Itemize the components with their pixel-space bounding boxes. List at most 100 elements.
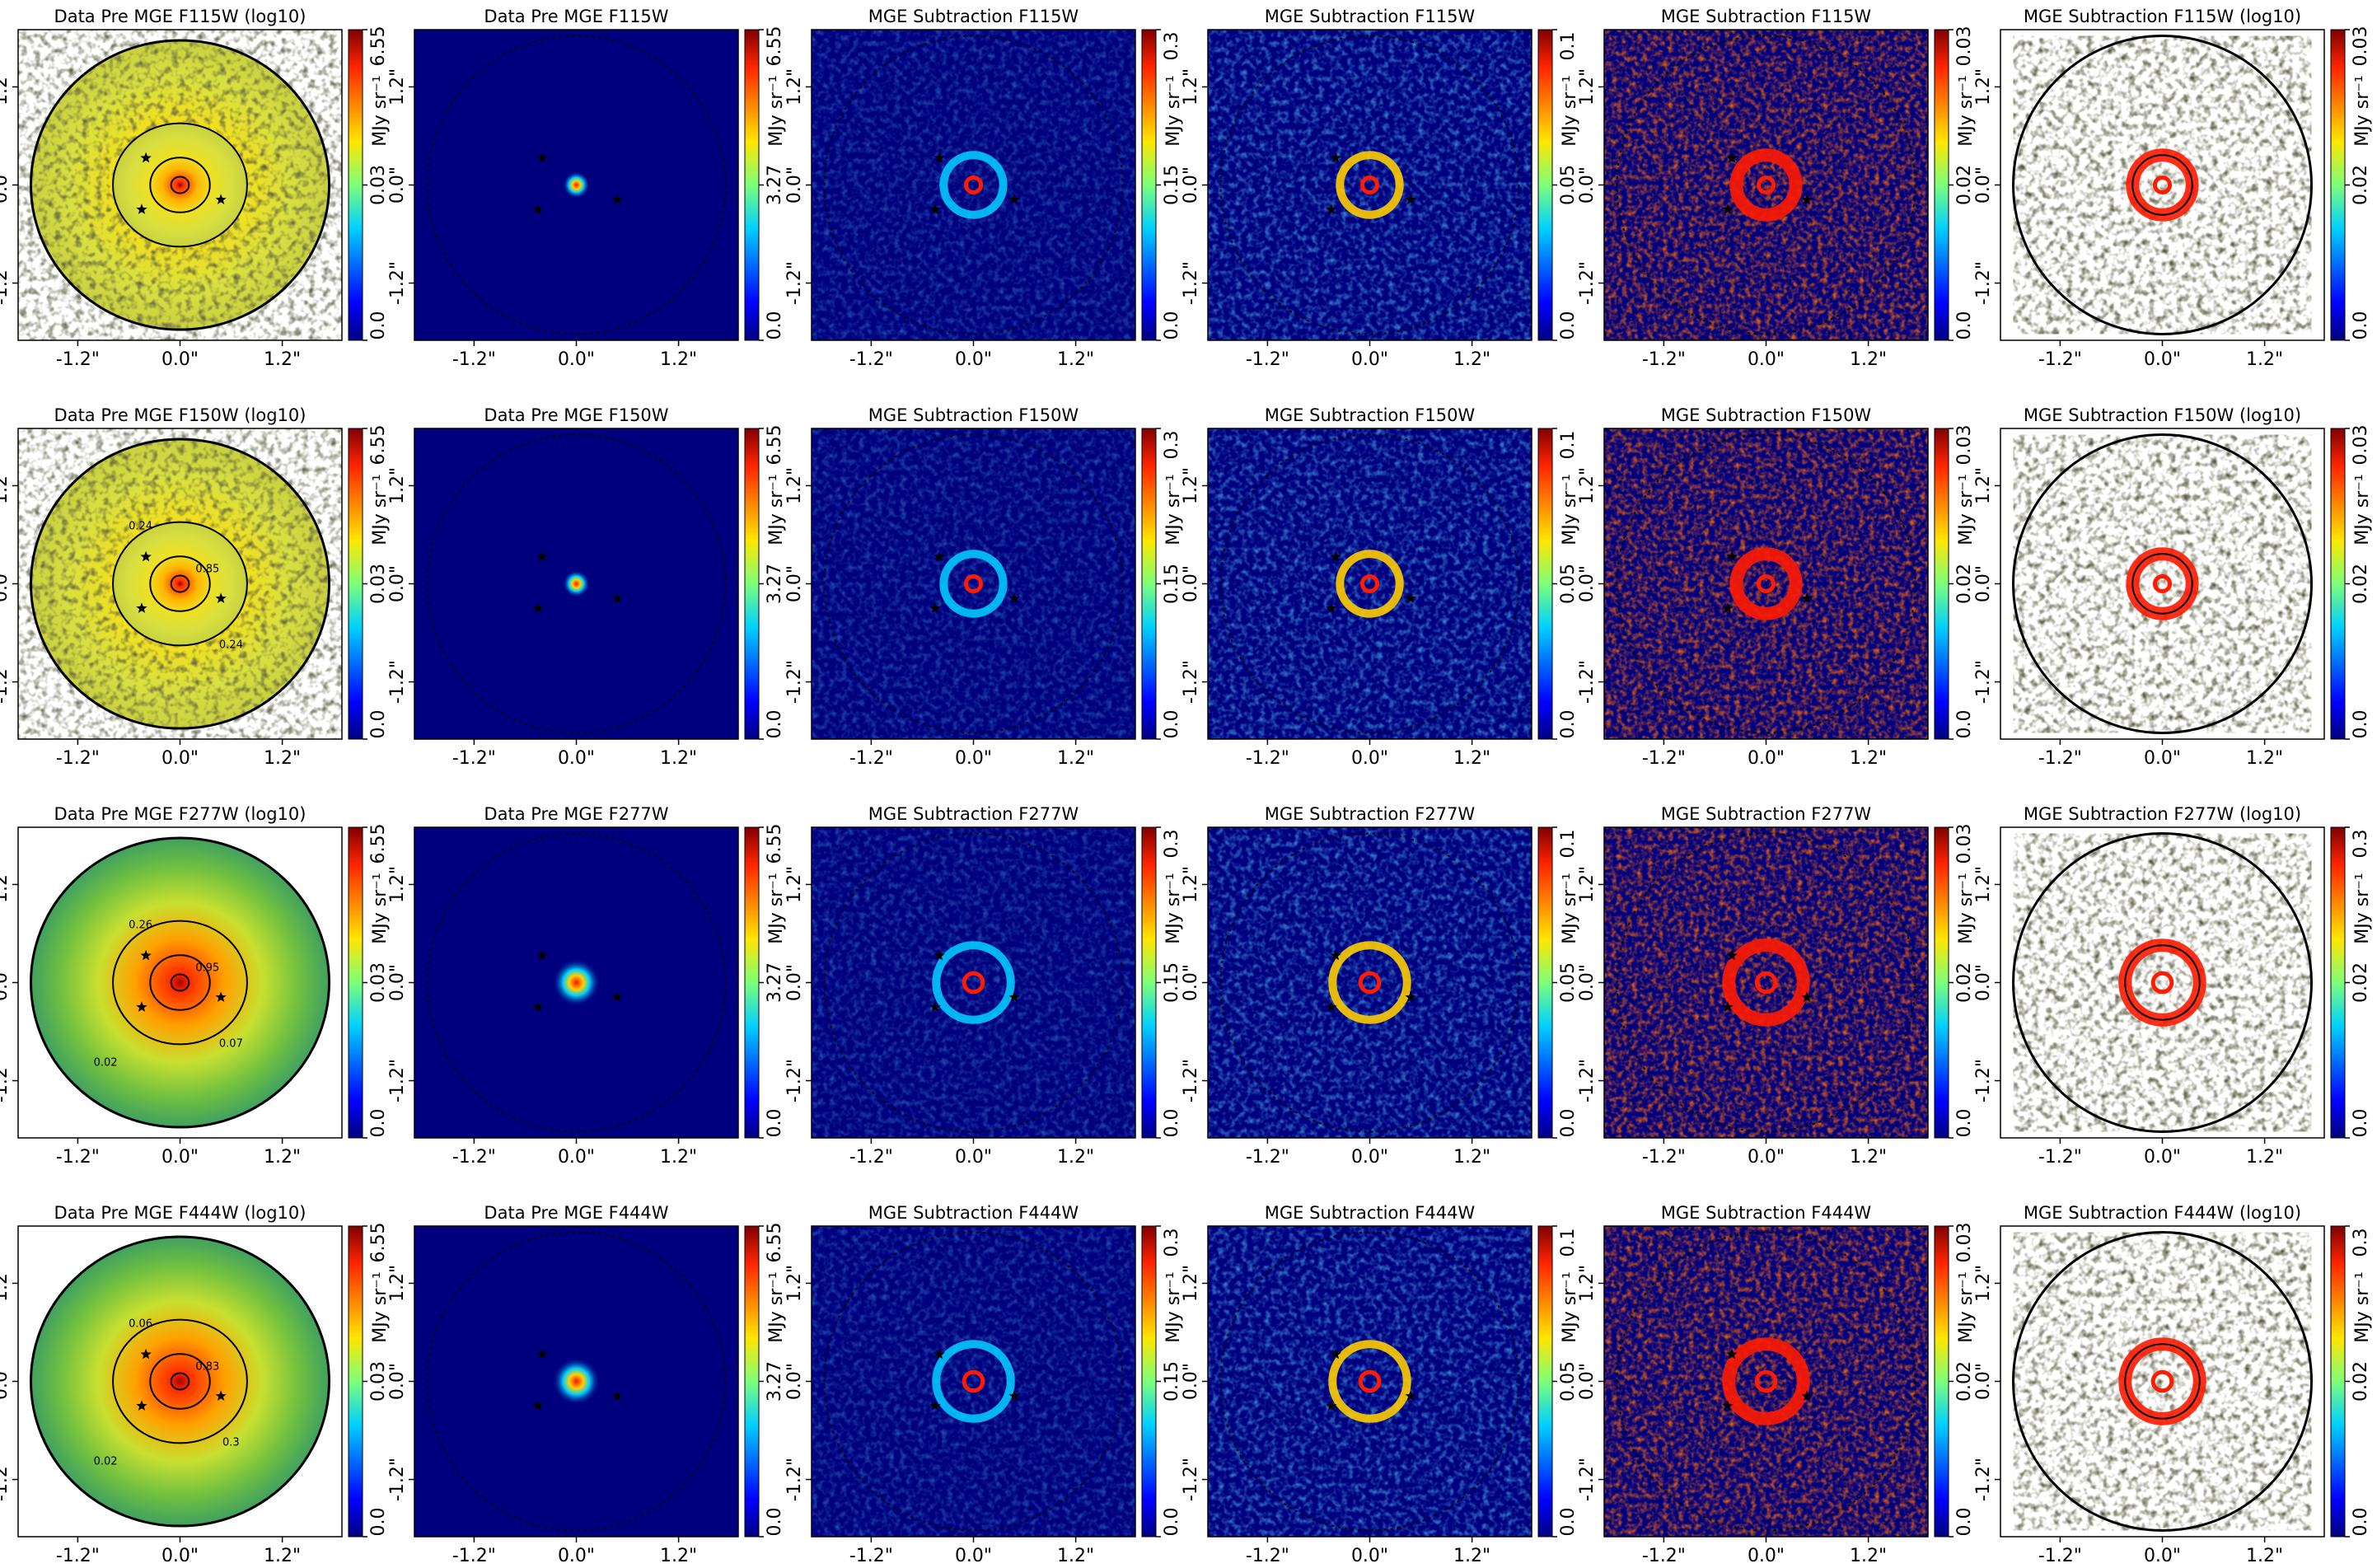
colorbar-tick-label: 0.3 xyxy=(1162,830,1182,859)
panel-f277w-5: MGE Subtraction F277W -1.2" 0.0" 1.2" 1.2" 0.… xyxy=(1577,804,1977,1168)
y-tick-label: 1.2" xyxy=(1577,68,1598,105)
colorbar: 0.0 0.02 0.03 MJy sr⁻¹ xyxy=(1934,26,1977,341)
x-tick-label: -1.2" xyxy=(56,349,100,370)
star-marker xyxy=(1326,1400,1337,1411)
colorbar-tick-label: 0.0 xyxy=(2351,1508,2371,1537)
x-tick-label: -1.2" xyxy=(849,1546,893,1566)
colorbar-tick-label: 0.0 xyxy=(1162,1508,1182,1537)
colorbar-tick-label: 0.1 xyxy=(1558,32,1579,61)
y-tick-label: -1.2" xyxy=(1577,1059,1598,1102)
star-marker xyxy=(933,949,945,961)
colorbar: 0.0 0.02 0.3 MJy sr⁻¹ xyxy=(2330,1225,2373,1538)
panel-title: Data Pre MGE F115W xyxy=(484,7,668,26)
contour-label: 0.07 xyxy=(219,1037,243,1050)
y-tick-label: 0.0" xyxy=(1577,964,1598,1001)
colorbar-tick-label: 0.0 xyxy=(368,1508,389,1537)
colorbar-tick-label: 0.05 xyxy=(1558,962,1579,1003)
y-tick-label: -1.2" xyxy=(0,261,12,305)
colorbar-tick-label: 0.0 xyxy=(1162,311,1182,340)
y-tick-label: 0.0" xyxy=(387,964,408,1001)
colorbar: 0.0 0.03 6.55 MJy sr⁻¹ xyxy=(348,824,391,1139)
x-tick-label: -1.2" xyxy=(1246,748,1289,769)
colorbar-tick-label: 0.15 xyxy=(1162,1361,1182,1402)
y-tick-label: -1.2" xyxy=(1181,1059,1201,1102)
colorbar-tick-label: 0.0 xyxy=(2351,311,2371,340)
y-tick-label: -1.2" xyxy=(1181,660,1201,704)
image-area xyxy=(414,827,738,1138)
star-marker xyxy=(933,550,945,562)
x-tick-label: 0.0" xyxy=(955,349,992,370)
x-tick-label: 1.2" xyxy=(1057,1147,1094,1168)
colorbar-tick-label: 0.0 xyxy=(1162,1109,1182,1138)
y-tick-label: -1.2" xyxy=(1973,261,1994,305)
star-marker xyxy=(1330,550,1341,562)
colorbar: 0.0 0.03 6.55 MJy sr⁻¹ xyxy=(348,26,391,341)
colorbar-tick-label: 0.0 xyxy=(765,710,785,739)
panel-f444w-3: MGE Subtraction F444W -1.2" 0.0" 1.2" 1.2" 0.… xyxy=(784,1203,1184,1566)
colorbar-unit-label: MJy sr⁻¹ xyxy=(1956,1271,1977,1342)
colorbar-tick-label: 0.1 xyxy=(1558,431,1579,460)
colorbar-unit-label: MJy sr⁻¹ xyxy=(1560,75,1580,146)
colorbar-tick-label: 0.05 xyxy=(1558,564,1579,604)
y-tick-label: 0.0" xyxy=(784,1363,805,1400)
colorbar-unit-label: MJy sr⁻¹ xyxy=(2352,474,2373,545)
colorbar: 0.0 0.15 0.3 MJy sr⁻¹ xyxy=(1141,1225,1184,1538)
x-tick-label: 0.0" xyxy=(558,1546,595,1566)
colorbar-tick-label: 0.3 xyxy=(1162,431,1182,460)
y-tick-label: -1.2" xyxy=(784,1059,805,1102)
star-marker xyxy=(1008,592,1020,603)
colorbar-tick-label: 0.02 xyxy=(2351,962,2371,1003)
y-tick-label: -1.2" xyxy=(1577,1458,1598,1501)
x-tick-label: -1.2" xyxy=(849,1147,893,1168)
colorbar-unit-label: MJy sr⁻¹ xyxy=(766,474,787,545)
y-tick-label: 0.0" xyxy=(784,166,805,204)
y-tick-label: 0.0" xyxy=(1181,166,1201,204)
star-marker xyxy=(929,204,941,214)
image-area: 0.06 0.83 0.3 0.02 xyxy=(18,1226,342,1537)
y-tick-label: 0.0" xyxy=(1181,1363,1201,1400)
colorbar: 0.0 0.02 0.03 MJy sr⁻¹ xyxy=(2330,425,2373,740)
colorbar-tick-label: 0.1 xyxy=(1558,1229,1579,1257)
image-area xyxy=(1604,827,1928,1138)
y-tick-label: 0.0" xyxy=(1973,166,1994,204)
colorbar-unit-label: MJy sr⁻¹ xyxy=(766,1271,787,1342)
star-marker xyxy=(1726,152,1738,163)
y-tick-label: 1.2" xyxy=(784,467,805,504)
image-area xyxy=(1208,1226,1532,1537)
star-marker xyxy=(611,991,623,1002)
colorbar-tick-label: 0.0 xyxy=(1954,1508,1975,1537)
colorbar-unit-label: MJy sr⁻¹ xyxy=(1163,474,1184,545)
x-tick-label: 0.0" xyxy=(1748,349,1785,370)
panel-f115w-3: MGE Subtraction F115W -1.2" 0.0" 1.2" 1.2" 0.… xyxy=(784,7,1184,370)
colorbar-tick-label: 0.02 xyxy=(1954,962,1975,1003)
colorbar-tick-label: 6.55 xyxy=(765,1223,785,1263)
colorbar-tick-label: 0.03 xyxy=(1954,26,1975,67)
star-marker xyxy=(532,602,544,613)
star-marker xyxy=(929,602,941,613)
x-tick-label: 1.2" xyxy=(660,349,697,370)
star-marker xyxy=(1722,204,1734,214)
y-tick-label: 0.0" xyxy=(1577,1363,1598,1400)
contour-label: 0.85 xyxy=(195,563,219,575)
colorbar: 0.0 0.15 0.3 MJy sr⁻¹ xyxy=(1141,29,1184,341)
colorbar-tick-label: 3.27 xyxy=(765,564,785,604)
colorbar: 0.0 0.02 0.03 MJy sr⁻¹ xyxy=(1934,824,1977,1139)
colorbar-tick-label: 6.55 xyxy=(368,425,389,466)
x-tick-label: -1.2" xyxy=(1642,748,1686,769)
y-tick-label: 1.2" xyxy=(0,866,12,903)
y-tick-label: 0.0" xyxy=(0,565,12,602)
panel-title: MGE Subtraction F115W xyxy=(868,7,1079,26)
panel-title: MGE Subtraction F444W xyxy=(868,1203,1079,1223)
y-tick-label: 0.0" xyxy=(0,1363,12,1400)
panel-f150w-3: MGE Subtraction F150W -1.2" 0.0" 1.2" 1.2" 0.… xyxy=(784,405,1184,769)
colorbar-tick-label: 0.3 xyxy=(1162,1229,1182,1257)
colorbar: 0.0 0.15 0.3 MJy sr⁻¹ xyxy=(1141,826,1184,1139)
colorbar-tick-label: 0.0 xyxy=(1558,710,1579,739)
image-area xyxy=(812,1226,1135,1537)
star-marker xyxy=(215,991,227,1002)
star-marker xyxy=(1801,1390,1813,1401)
star-marker xyxy=(1008,991,1020,1002)
panel-f444w-6: MGE Subtraction F444W (log10) -1.2" 0.0" 1.… xyxy=(1973,1203,2373,1566)
image-area xyxy=(414,30,738,340)
